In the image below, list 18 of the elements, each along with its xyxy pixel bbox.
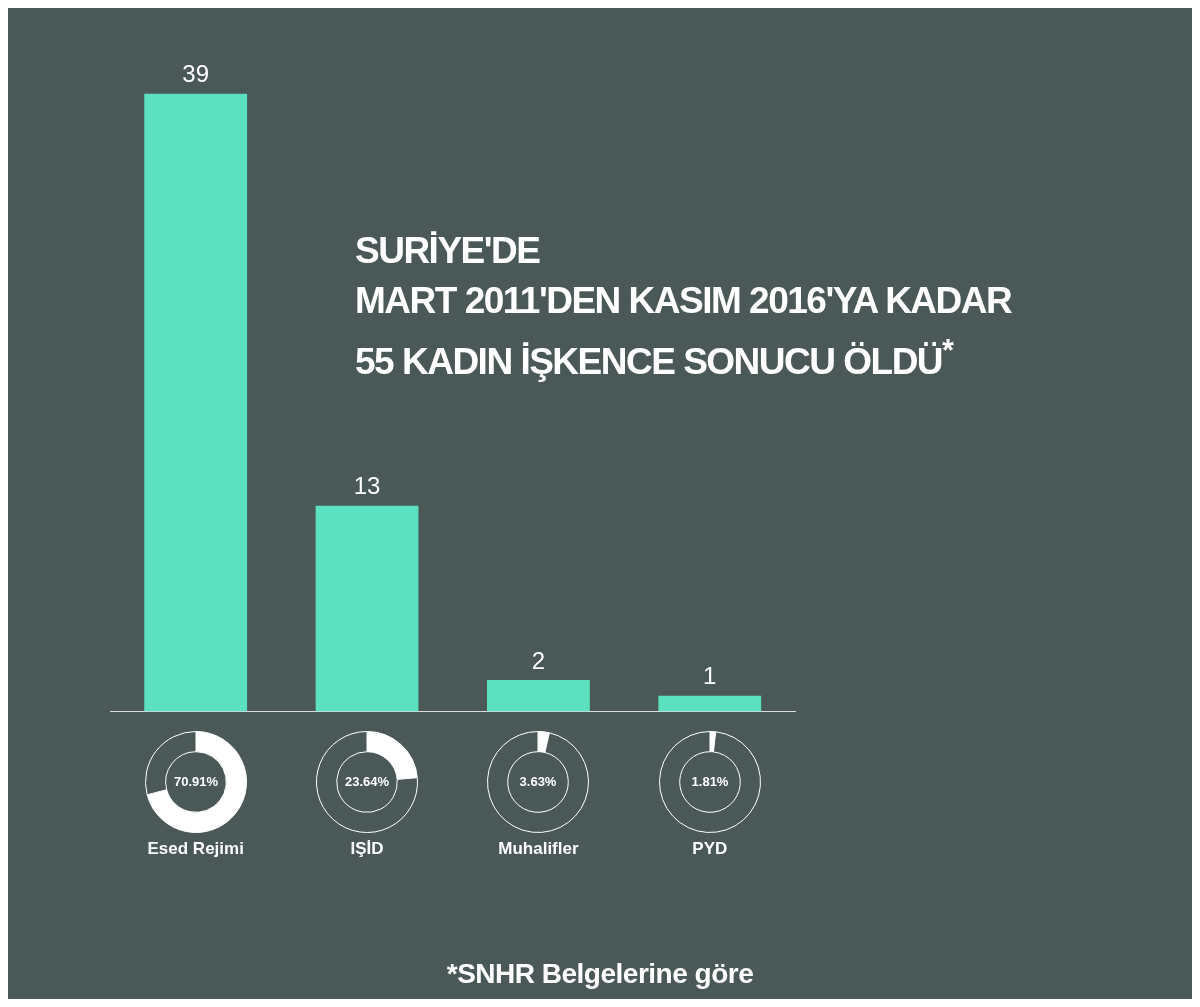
x-tick-label: Muhalifler <box>498 839 579 859</box>
bar <box>315 505 419 712</box>
data-label: 1.81% <box>691 773 729 789</box>
data-label: 23.64% <box>344 773 390 789</box>
data-label: 3.63% <box>519 773 558 789</box>
data-label: 2 <box>531 646 546 674</box>
x-tick-label: IŞİD <box>350 839 384 859</box>
x-tick-label: Esed Rejimi <box>147 839 244 859</box>
data-label: 39 <box>182 60 210 88</box>
data-label: 70.91% <box>173 773 219 789</box>
x-tick-label: PYD <box>692 839 728 859</box>
data-label: 1 <box>703 662 717 690</box>
text: SURİYE'DE MART 2011'DEN KASIM 2016'YA KADAR 55 KADIN İŞKENCE SONUCU ÖLDÜ$^{*}$ <box>355 229 1012 385</box>
text: *SNHR Belgelerine göre <box>445 958 755 990</box>
bar <box>658 695 762 712</box>
data-label: 13 <box>353 472 381 500</box>
bar <box>487 679 590 712</box>
bar <box>144 93 248 712</box>
